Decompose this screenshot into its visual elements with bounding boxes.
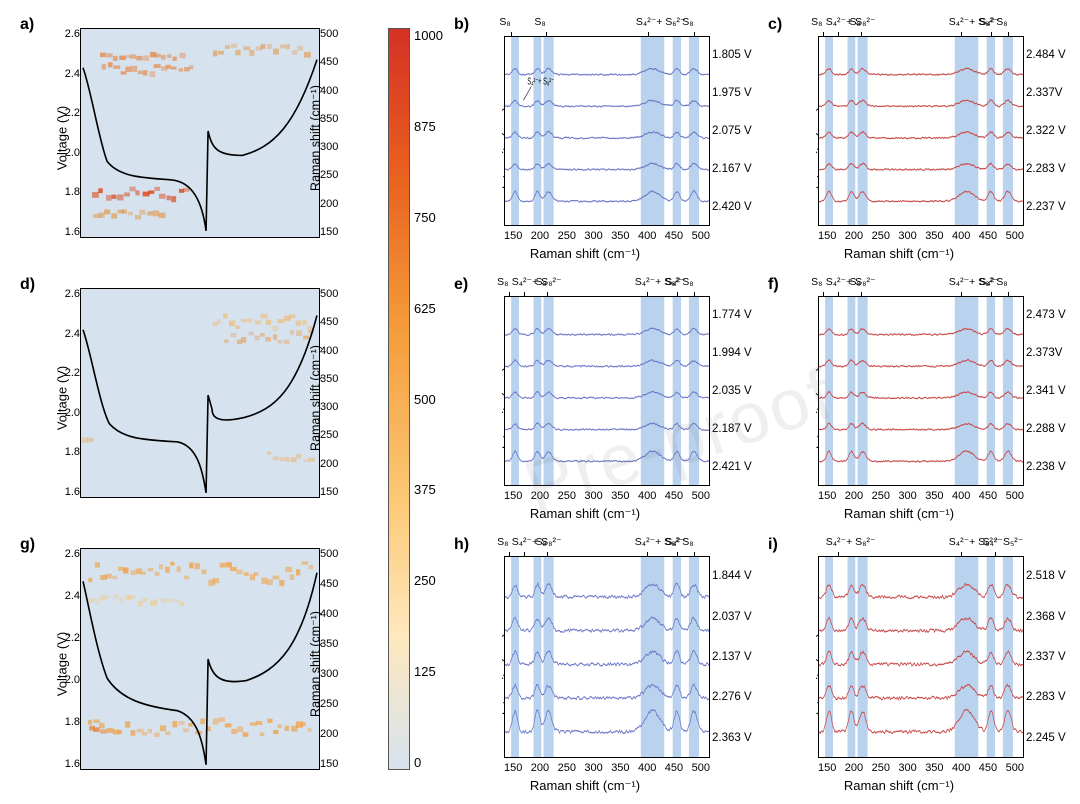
xlabel-raman: Raman shift (cm⁻¹) bbox=[774, 506, 1024, 522]
raman-ticks: 150200250300350400450500 bbox=[320, 288, 342, 498]
panel-label: d) bbox=[20, 276, 35, 294]
panel-h: h) S₈S₄²⁻+ S₈²⁻S₈S₄²⁻+ S₆²⁻S₄²⁻S₈ Intens… bbox=[460, 534, 758, 794]
panel-label: h) bbox=[454, 536, 469, 554]
spectra-f bbox=[818, 296, 1024, 486]
spectra-h bbox=[504, 556, 710, 758]
spectra-c bbox=[818, 36, 1024, 226]
panel-f: f) S₈S₄²⁻+ S₈²⁻S₈S₄²⁻+ S₆²⁻S₄²⁻S₈ Intens… bbox=[774, 274, 1072, 522]
heatmap-g bbox=[80, 548, 320, 770]
top-labels: S₈S₄²⁻+ S₈²⁻S₈S₄²⁻+ S₆²⁻S₄²⁻S₈ bbox=[504, 536, 710, 556]
xlabel-raman: Raman shift (cm⁻¹) bbox=[460, 246, 710, 262]
top-labels: S₈S₄²⁻+ S₈²⁻S₈S₄²⁻+ S₆²⁻S₄²⁻S₈ bbox=[504, 276, 710, 296]
colorbar-ticks: 10008757506255003752501250 bbox=[414, 28, 443, 770]
ylabel-raman: Raman shift (cm⁻¹) bbox=[308, 345, 323, 451]
volt-ticks: 1.61.82.02.22.42.6 bbox=[60, 28, 80, 238]
xlabel-raman: Raman shift (cm⁻¹) bbox=[774, 246, 1024, 262]
colorbar-gradient bbox=[388, 28, 410, 770]
panel-label: g) bbox=[20, 536, 35, 554]
xticks: 150200250300350400450500 bbox=[818, 490, 1024, 502]
ylabel-raman: Raman shift (cm⁻¹) bbox=[308, 85, 323, 191]
voltage-labels: 2.484 V2.337V2.322 V2.283 V2.237 V bbox=[1026, 36, 1072, 226]
svg-text:S₄²⁻+ S₈²⁻: S₄²⁻+ S₈²⁻ bbox=[527, 76, 554, 87]
panel-label: b) bbox=[454, 16, 469, 34]
panel-label: e) bbox=[454, 276, 468, 294]
voltage-labels: 1.774 V1.994 V2.035 V2.187 V2.421 V bbox=[712, 296, 758, 486]
spectra-b: S₄²⁻+ S₈²⁻ bbox=[504, 36, 710, 226]
xlabel-raman: Raman shift (cm⁻¹) bbox=[460, 506, 710, 522]
ylabel-raman: Raman shift (cm⁻¹) bbox=[308, 611, 323, 717]
panel-e: e) S₈S₄²⁻+ S₈²⁻S₈S₄²⁻+ S₆²⁻S₄²⁻S₈ Intens… bbox=[460, 274, 758, 522]
voltage-labels: 2.473 V2.373V2.341 V2.288 V2.238 V bbox=[1026, 296, 1072, 486]
panel-d: d) Voltage (V) 1.61.82.02.22.42.6 150200… bbox=[26, 274, 366, 522]
colorbar: 10008757506255003752501250 bbox=[382, 14, 444, 794]
panel-g: g) Voltage (V) 1.61.82.02.22.42.6 150200… bbox=[26, 534, 366, 794]
top-labels: S₈S₄²⁻+ S₈²⁻S₈S₄²⁻+ S₆²⁻S₄²⁻S₈ bbox=[818, 276, 1024, 296]
top-labels: S₄²⁻+ S₈²⁻S₄²⁻+ S₆²⁻S₄²⁻S₅²⁻ bbox=[818, 536, 1024, 556]
xticks: 150200250300350400450500 bbox=[504, 490, 710, 502]
xticks: 150200250300350400450500 bbox=[818, 762, 1024, 774]
voltage-labels: 2.518 V2.368 V2.337 V2.283 V2.245 V bbox=[1026, 556, 1072, 758]
voltage-labels: 1.805 V1.975 V2.075 V2.167 V2.420 V bbox=[712, 36, 758, 226]
top-labels: S₈S₄²⁻+ S₈²⁻S₈S₄²⁻+ S₆²⁻S₄²⁻S₈ bbox=[818, 16, 1024, 36]
xticks: 150200250300350400450500 bbox=[504, 230, 710, 242]
heatmap-a bbox=[80, 28, 320, 238]
xticks: 150200250300350400450500 bbox=[504, 762, 710, 774]
volt-ticks: 1.61.82.02.22.42.6 bbox=[60, 548, 80, 770]
top-labels: S₈S₈S₄²⁻+ S₆²⁻S₈ bbox=[504, 16, 710, 36]
xticks: 150200250300350400450500 bbox=[818, 230, 1024, 242]
xlabel-raman: Raman shift (cm⁻¹) bbox=[774, 778, 1024, 794]
raman-ticks: 150200250300350400450500 bbox=[320, 28, 342, 238]
panel-b: b) S₈S₈S₄²⁻+ S₆²⁻S₈ Intensity (a.u.) S₄²… bbox=[460, 14, 758, 262]
panel-label: a) bbox=[20, 16, 34, 34]
spectra-i bbox=[818, 556, 1024, 758]
xlabel-raman: Raman shift (cm⁻¹) bbox=[460, 778, 710, 794]
voltage-labels: 1.844 V2.037 V2.137 V2.276 V2.363 V bbox=[712, 556, 758, 758]
panel-c: c) S₈S₄²⁻+ S₈²⁻S₈S₄²⁻+ S₆²⁻S₄²⁻S₈ Intens… bbox=[774, 14, 1072, 262]
panel-label: i) bbox=[768, 536, 778, 554]
panel-a: a) Voltage (V) 1.61.82.02.22.42.6 150200… bbox=[26, 14, 366, 262]
panel-i: i) S₄²⁻+ S₈²⁻S₄²⁻+ S₆²⁻S₄²⁻S₅²⁻ Intensit… bbox=[774, 534, 1072, 794]
heatmap-d bbox=[80, 288, 320, 498]
spectra-e bbox=[504, 296, 710, 486]
raman-ticks: 150200250300350400450500 bbox=[320, 548, 342, 770]
volt-ticks: 1.61.82.02.22.42.6 bbox=[60, 288, 80, 498]
panel-label: f) bbox=[768, 276, 779, 294]
panel-label: c) bbox=[768, 16, 782, 34]
